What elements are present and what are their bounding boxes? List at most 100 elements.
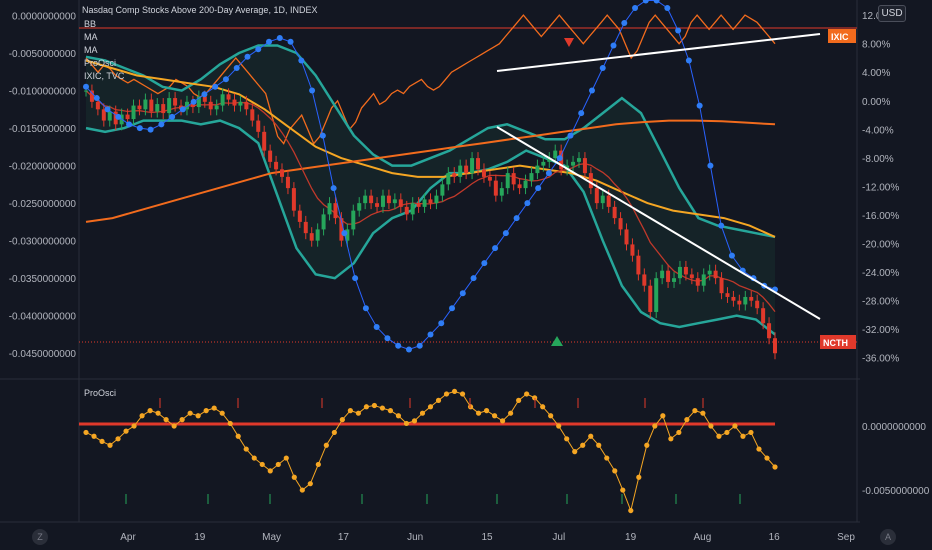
proosci-dot [387,408,394,414]
candle-body [184,101,189,110]
proosci-dot [115,436,121,442]
trendline-lower[interactable] [496,126,821,320]
proosci-dot [251,455,257,461]
proosci-dot [516,397,522,403]
candle-body [666,270,671,282]
candle-body [719,278,724,294]
right-tick-label: -12.00% [862,182,899,193]
blue-dot [373,323,380,330]
candle-body [773,338,777,354]
zoom-button[interactable]: Z [32,529,48,545]
sell-signal-triangle [564,38,574,47]
chart-title: Nasdaq Comp Stocks Above 200-Day Average… [82,5,317,15]
proosci-dot [355,410,361,416]
blue-dot [330,185,337,192]
candle-body [487,176,492,181]
candle-body [303,221,308,234]
proosci-dot [524,391,530,397]
candle-body [161,104,166,114]
proosci-dot [283,455,289,461]
blue-dot [287,38,294,45]
proosci-dot [139,413,145,419]
left-tick-label: -0.0150000000 [9,124,77,135]
candle-body [428,199,433,204]
proosci-dot [620,487,626,493]
time-axis: Apr 19 May 17 Jun 15 Jul 19 Aug 16 Sep [120,532,855,543]
candle-body [434,195,439,204]
currency-button[interactable]: USD [878,5,906,22]
candle-body [458,165,463,177]
proosci-dot [403,420,410,427]
blue-dot [696,102,703,109]
legend-bb[interactable]: BB [84,19,96,29]
proosci-dot [83,429,89,436]
ixic-tag-box [828,29,856,43]
proosci-dot [331,429,337,436]
candle-body [232,99,237,106]
left-tick-label: -0.0400000000 [9,312,77,323]
candle-body [683,266,688,275]
proosci-dot [483,408,490,414]
blue-dot [513,215,520,222]
blue-dot [244,53,251,60]
candle-body [309,233,314,241]
blue-dot [169,113,176,120]
blue-dot [179,106,186,113]
legend-ixic[interactable]: IXIC, TVC [84,71,125,81]
proosci-dot [644,442,650,448]
candle-body [333,203,338,219]
oscillator-series [83,388,778,514]
legend-ma-2[interactable]: MA [84,45,98,55]
right-tick-label: -16.00% [862,211,899,222]
left-tick-label: -0.0250000000 [9,199,77,210]
blue-dot [104,106,111,113]
proosci-dot [171,423,177,429]
candle-body [636,255,641,275]
proosci-dot [684,417,690,423]
auto-scale-button[interactable]: A [880,529,896,545]
time-tick-label: Apr [120,532,136,543]
blue-dot [395,342,402,349]
proosci-dot [532,395,538,401]
candle-body [672,278,677,282]
trendline-upper[interactable] [496,33,821,72]
candle-body [369,195,374,204]
candle-body [137,105,142,110]
candle-body [107,111,112,121]
proosci-dot [548,413,554,419]
blue-dot [599,65,606,72]
legend-proosci[interactable]: ProOsci [84,58,116,68]
right-tick-label: 4.00% [862,68,890,79]
candle-body [351,210,356,230]
blue-dot [362,305,369,312]
ncth-tag-box [820,335,856,349]
candle-body [357,203,362,211]
blue-dot [255,46,262,53]
left-tick-label: 0.0000000000 [12,12,76,23]
bb-lower-line [85,119,776,336]
blue-dot [524,200,531,207]
right-tick-label: 8.00% [862,40,890,51]
candle-body [576,158,581,162]
legend-ma-1[interactable]: MA [84,32,98,42]
candle-body [517,184,522,189]
blue-dot [545,170,552,177]
blue-dot [212,83,219,90]
candle-body [511,173,516,185]
candle-body [523,180,528,189]
proosci-dot [668,436,674,442]
candle-body [155,104,160,112]
candle-body [553,150,558,159]
proosci-dot [556,423,562,429]
candle-body [470,158,475,174]
candle-body [274,161,279,170]
proosci-dot [195,413,201,419]
blue-dot [158,121,165,128]
blue-dot [470,275,477,282]
candle-body [565,165,570,170]
candle-body [677,266,682,279]
right-tick-label: -4.00% [862,125,894,136]
proosci-dot [107,442,113,448]
candle-body [196,96,201,108]
